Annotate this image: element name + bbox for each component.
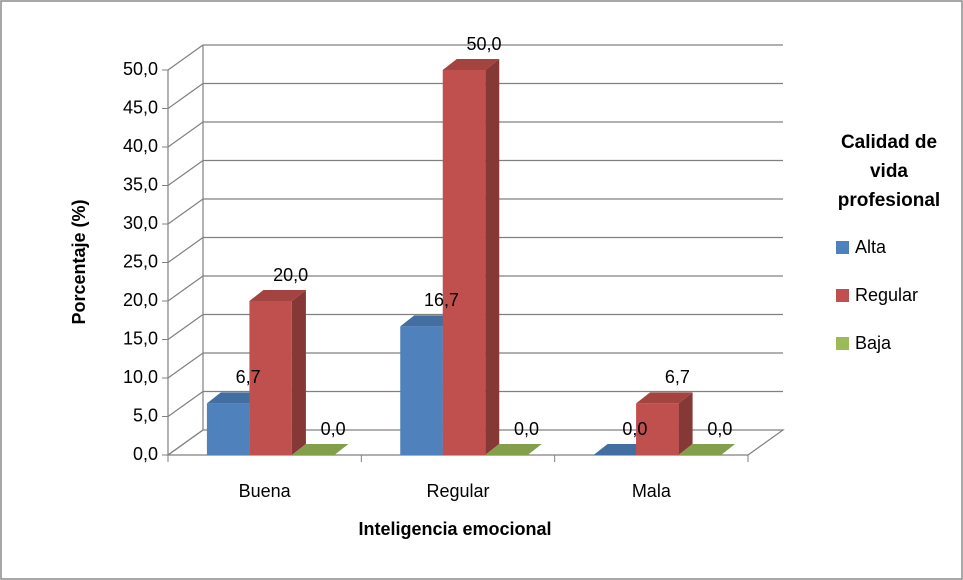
bar-top: [593, 444, 651, 455]
bar-top: [636, 392, 693, 404]
bar-side: [485, 59, 500, 455]
bar-top: [442, 59, 500, 70]
bar-front: [206, 403, 250, 455]
bar-top: [249, 290, 306, 301]
bar-side: [678, 392, 693, 455]
bar-side: [291, 290, 306, 455]
y-tick-label: 0,0: [133, 444, 158, 464]
bar-front: [442, 70, 486, 455]
legend-swatch: [836, 289, 849, 302]
value-label: 16,7: [424, 290, 459, 310]
y-tick-label: 45,0: [123, 97, 158, 117]
value-label: 0,0: [707, 419, 732, 439]
bar-top: [485, 444, 542, 455]
bar-top: [678, 444, 736, 455]
bar: [678, 444, 736, 455]
value-label: 0,0: [622, 419, 647, 439]
y-tick-label: 40,0: [123, 136, 158, 156]
y-tick-label: 5,0: [133, 405, 158, 425]
legend-label: Baja: [855, 333, 892, 353]
legend-title: Calidad de vida profesional: [837, 132, 941, 211]
bar-top: [400, 315, 457, 327]
bar: [442, 59, 500, 455]
y-tick-label: 35,0: [123, 174, 158, 194]
legend-swatch: [836, 241, 849, 254]
legend-label: Regular: [855, 285, 918, 305]
value-label: 6,7: [236, 367, 261, 387]
legend-swatch: [836, 337, 849, 350]
legend-label: Alta: [855, 237, 887, 257]
y-tick-label: 15,0: [123, 328, 158, 348]
bar-front: [400, 326, 443, 455]
x-tick-label: Regular: [426, 481, 489, 501]
value-label: 50,0: [466, 34, 501, 54]
y-tick-label: 20,0: [123, 290, 158, 310]
bar-top: [291, 444, 349, 455]
bar: [485, 444, 542, 455]
y-tick-label: 25,0: [123, 251, 158, 271]
value-label: 0,0: [321, 419, 346, 439]
bar-front: [249, 301, 292, 455]
value-label: 20,0: [273, 265, 308, 285]
value-label: 6,7: [665, 367, 690, 387]
bar-front: [636, 403, 679, 455]
x-axis-title: Inteligencia emocional: [358, 519, 551, 539]
bar: [291, 444, 349, 455]
bars: [206, 59, 736, 455]
y-axis-title: Porcentaje (%): [69, 199, 89, 324]
bar: [249, 290, 306, 455]
x-tick-label: Mala: [632, 481, 672, 501]
value-label: 0,0: [514, 419, 539, 439]
bar: [636, 392, 693, 455]
bar-top: [206, 392, 264, 404]
y-tick-label: 10,0: [123, 367, 158, 387]
y-tick-label: 50,0: [123, 59, 158, 79]
y-tick-label: 30,0: [123, 213, 158, 233]
x-tick-label: Buena: [239, 481, 292, 501]
bar: [593, 444, 651, 455]
